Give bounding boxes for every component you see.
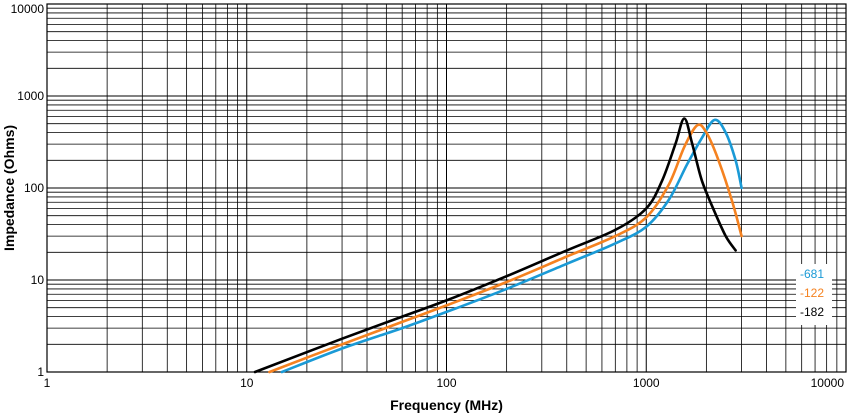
x-tick-label: 1000	[633, 376, 660, 390]
series-line-2	[253, 117, 737, 374]
series-lines	[253, 117, 743, 374]
y-tick-label: 1	[37, 365, 44, 379]
legend-entry-0: -681	[800, 267, 824, 281]
plot-frame	[46, 3, 847, 373]
y-axis-label: Impedance (Ohms)	[1, 125, 17, 251]
legend: -681 -122 -182	[796, 264, 832, 325]
x-tick-label: 100	[436, 376, 456, 390]
legend-entry-1: -122	[800, 286, 824, 300]
x-axis-label: Frequency (MHz)	[390, 397, 503, 413]
legend-entry-2: -182	[800, 305, 824, 319]
tick-labels: 1 10 100 1000 10000 1 10 100 1000 10000	[11, 2, 845, 390]
y-tick-label: 10	[31, 273, 45, 287]
x-tick-label: 10	[240, 376, 254, 390]
legend-box	[796, 264, 832, 325]
grid	[46, 4, 846, 373]
y-tick-label: 10000	[11, 2, 45, 16]
series-line-0	[280, 118, 743, 374]
series-line-1	[268, 123, 743, 374]
y-tick-label: 1000	[17, 89, 44, 103]
x-tick-label: 10000	[811, 376, 845, 390]
y-tick-label: 100	[24, 181, 44, 195]
x-tick-label: 1	[44, 376, 51, 390]
